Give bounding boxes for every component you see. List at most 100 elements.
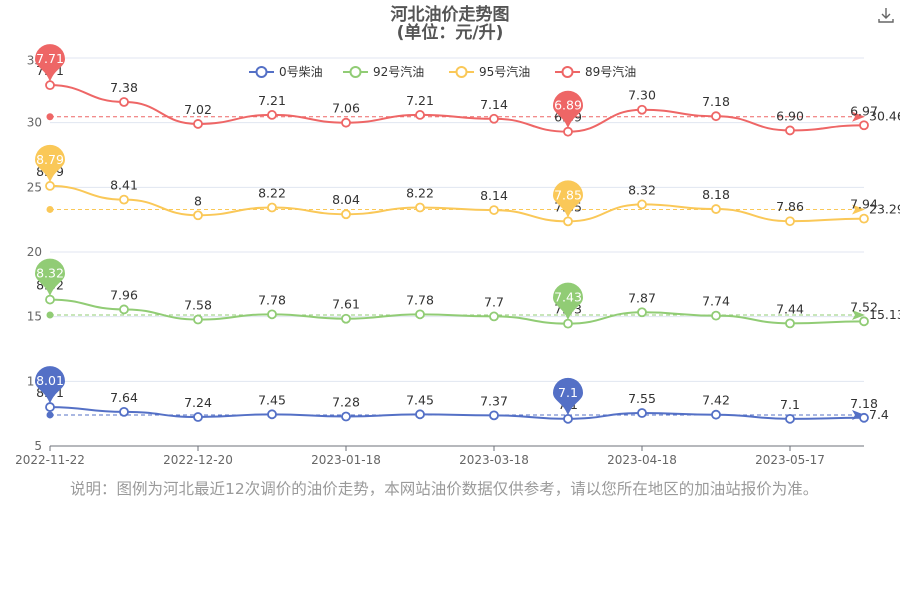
data-point[interactable] (711, 310, 721, 321)
data-point[interactable] (637, 307, 647, 318)
data-point[interactable] (415, 309, 425, 320)
average-label: 23.29 (869, 201, 900, 216)
min-pin-label: 6.89 (554, 98, 582, 113)
min-pin-label: 7.85 (554, 187, 582, 202)
data-label: 7.1 (780, 397, 800, 412)
series-line (49, 298, 865, 325)
max-pin-shape (35, 258, 65, 297)
average-arrow (852, 111, 865, 122)
average-start-dot (46, 311, 54, 319)
min-pin-shape (553, 180, 583, 219)
data-point[interactable] (45, 181, 55, 191)
average-label: 30.46 (869, 109, 900, 124)
max-pin-shape (35, 144, 65, 183)
data-point[interactable] (415, 110, 425, 120)
data-point[interactable] (637, 408, 647, 418)
data-point[interactable] (489, 311, 499, 322)
data-point[interactable] (415, 409, 425, 420)
min-pin: 6.89 (553, 90, 583, 129)
data-point[interactable] (119, 97, 129, 107)
data-point[interactable] (341, 313, 351, 324)
data-point[interactable] (489, 410, 499, 421)
max-pin: 7.71 (35, 44, 65, 83)
legend-label: 92号汽油 (373, 64, 424, 79)
legend[interactable]: 0号柴油 92号汽油 95号汽油 89号汽油 (249, 64, 636, 79)
series-line (49, 406, 865, 420)
data-label: 7.61 (332, 297, 360, 312)
data-label: 7.96 (110, 287, 138, 302)
data-point[interactable] (563, 216, 573, 227)
legend-marker (455, 66, 468, 78)
legend-item-0[interactable]: 0号柴油 (249, 65, 323, 79)
data-label: 7.86 (776, 199, 804, 214)
data-point[interactable] (267, 202, 277, 213)
markpoint-pins: 8.01 7.1 8.32 7.43 8.79 7.85 7.71 6.89 (35, 44, 583, 416)
y-tick-label: 30 (27, 116, 42, 130)
data-point[interactable] (193, 119, 203, 129)
average-arrow (852, 204, 865, 215)
x-axis: 2022-11-22 2022-12-20 2023-01-18 2023-03-18… (15, 446, 825, 467)
data-point[interactable] (711, 111, 721, 122)
data-point[interactable] (45, 80, 55, 91)
data-point[interactable] (341, 411, 351, 422)
data-point[interactable] (267, 110, 277, 120)
data-point[interactable] (637, 104, 647, 115)
data-point[interactable] (859, 120, 869, 131)
legend-item-1[interactable]: 92号汽油 (343, 64, 424, 79)
data-point[interactable] (341, 209, 351, 220)
data-point[interactable] (193, 412, 203, 422)
download-icon[interactable] (876, 5, 896, 25)
x-tick-label: 2023-03-18 (459, 453, 529, 467)
data-point[interactable] (193, 314, 203, 325)
min-pin: 7.43 (553, 282, 583, 321)
data-point[interactable] (785, 125, 795, 136)
data-point[interactable] (489, 113, 499, 124)
data-point[interactable] (859, 316, 869, 327)
data-point[interactable] (711, 409, 721, 420)
data-point[interactable] (45, 294, 55, 305)
data-point[interactable] (119, 304, 129, 315)
y-tick-label: 20 (27, 245, 42, 259)
data-point[interactable] (859, 213, 869, 224)
legend-label: 89号汽油 (585, 64, 636, 79)
data-label: 8.18 (702, 187, 730, 202)
max-pin: 8.01 (35, 366, 65, 405)
data-point[interactable] (267, 309, 277, 320)
data-label: 7.18 (702, 94, 730, 109)
max-pin-label: 7.71 (36, 51, 64, 66)
data-point[interactable] (563, 413, 573, 424)
data-label: 7.7 (484, 294, 504, 309)
data-point[interactable] (785, 318, 795, 329)
legend-label: 95号汽油 (479, 64, 530, 79)
series-0: 8.017.647.247.457.287.457.377.17.557.427… (36, 385, 878, 424)
chart-subtitle: (单位：元/升) (397, 22, 504, 43)
data-point[interactable] (341, 117, 351, 128)
data-label: 7.45 (258, 392, 286, 407)
data-point[interactable] (193, 210, 203, 221)
average-start-dot (46, 113, 54, 121)
series-1: 8.327.967.587.787.617.787.77.437.877.747… (36, 278, 878, 329)
data-label: 6.90 (776, 108, 804, 123)
data-point[interactable] (119, 406, 129, 417)
data-point[interactable] (415, 202, 425, 213)
legend-item-2[interactable]: 95号汽油 (449, 64, 530, 79)
data-point[interactable] (785, 216, 795, 227)
data-point[interactable] (489, 205, 499, 215)
x-tick-label: 2023-04-18 (607, 453, 677, 467)
data-point[interactable] (563, 318, 573, 329)
min-pin-label: 7.43 (554, 290, 582, 305)
data-point[interactable] (563, 126, 573, 137)
min-pin-shape (553, 282, 583, 321)
data-point[interactable] (859, 412, 869, 423)
data-label: 7.06 (332, 101, 360, 116)
legend-marker (561, 66, 574, 78)
data-point[interactable] (45, 402, 55, 412)
data-point[interactable] (267, 409, 277, 420)
min-pin-shape (553, 90, 583, 129)
data-point[interactable] (785, 413, 795, 424)
data-point[interactable] (637, 199, 647, 210)
data-label: 7.42 (702, 393, 730, 408)
data-point[interactable] (119, 194, 129, 205)
data-point[interactable] (711, 204, 721, 214)
legend-item-3[interactable]: 89号汽油 (555, 64, 636, 79)
